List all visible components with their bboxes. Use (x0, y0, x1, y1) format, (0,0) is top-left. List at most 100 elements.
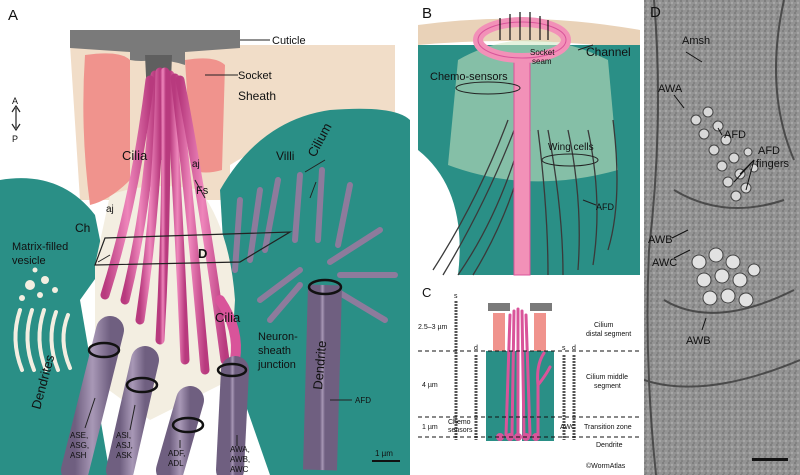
axis-arrow (11, 104, 21, 132)
cuticle (70, 30, 240, 65)
c-label-distal-line2: distal segment (586, 331, 631, 338)
leader-lines (84, 39, 352, 448)
c-label-dim3: 1 µm (422, 424, 438, 431)
c-cilia (504, 307, 552, 437)
b-label-chemo: Chemo-sensors (430, 71, 508, 83)
c-doublets-right (562, 355, 576, 440)
label-junction-line2: sheath (258, 345, 291, 357)
b-arrows (499, 12, 549, 40)
c-socket-right (534, 313, 546, 351)
junction-rings (87, 278, 343, 434)
label-junction-line1: Neuron- (258, 331, 298, 343)
label-g4c: AWC (230, 465, 249, 474)
panel-a-letter: A (8, 7, 18, 24)
b-cuticle (418, 18, 640, 50)
c-label-dim1: 2.5–3 µm (418, 324, 447, 331)
label-dendrite: Dendrite (310, 340, 329, 390)
villi (232, 167, 398, 323)
c-label-dim2: 4 µm (422, 382, 438, 389)
c-label-d2: d (572, 345, 576, 352)
label-cuticle: Cuticle (272, 35, 306, 47)
panel-b: B Socket seam Channel Chemo-sensors Wing… (418, 0, 640, 280)
panel-a-illustration: A Cuticle Socket Sheath Cilia aj aj Fs V… (0, 7, 410, 475)
d-label-awb-lower: AWB (686, 335, 711, 347)
panel-a: A Cuticle Socket Sheath Cilia aj aj Fs V… (0, 7, 410, 475)
b-label-channel: Channel (586, 45, 631, 59)
lamellae (13, 308, 72, 372)
em-membranes (644, 0, 800, 475)
em-cilia-lower (691, 247, 761, 308)
d-leader-lines (671, 51, 755, 331)
vesicles (19, 267, 58, 301)
dendrite-afd (303, 284, 342, 471)
label-g2b: ASJ, (116, 441, 133, 450)
axis-label-p: P (12, 134, 18, 144)
panel-c: C s d s d 2.5–3 µm 4 µm 1 µm Cilium dist… (418, 285, 640, 475)
label-afd: AFD (355, 396, 371, 405)
cilia-lower (215, 295, 241, 365)
scale-label: 1 µm (375, 449, 393, 458)
c-boundaries (418, 350, 640, 438)
axis-label-a: A (12, 96, 18, 106)
panel-b-illustration: B Socket seam Channel Chemo-sensors Wing… (418, 0, 640, 280)
c-label-credit: ©WormAtlas (586, 462, 626, 470)
label-fs: Fs (196, 185, 209, 197)
c-label-chemo-line2: sensors (448, 427, 473, 434)
panel-c-illustration: C s d s d 2.5–3 µm 4 µm 1 µm Cilium dist… (418, 285, 640, 475)
d-label-awb-upper: AWB (648, 234, 673, 246)
label-g1c: ASH (70, 451, 87, 460)
cilia-bundle (100, 67, 230, 375)
label-g1a: ASE, (70, 431, 88, 440)
label-matrix-line1: Matrix-filled (12, 241, 68, 253)
b-wing-ring (541, 153, 599, 167)
em-background (644, 0, 800, 475)
label-g4a: AWA, (230, 445, 250, 454)
panel-d-letter: D (650, 4, 661, 21)
em-cilia-upper (690, 106, 759, 202)
d-label-fingers-line2: fingers (756, 158, 790, 170)
panel-d-micrograph: D Amsh AWA AFD AFD fingers AWB AWC AWB (644, 0, 800, 475)
d-label-fingers-line1: AFD (758, 145, 780, 157)
label-matrix-line2: vesicle (12, 255, 46, 267)
d-label-awc: AWC (652, 257, 677, 269)
label-aj-left: aj (106, 204, 114, 215)
c-label-s2: s (562, 345, 566, 352)
d-label-awa: AWA (658, 83, 683, 95)
label-g1b: ASG, (70, 441, 89, 450)
b-label-afd: AFD (596, 202, 615, 212)
label-villi: Villi (276, 149, 294, 163)
c-label-middle-line1: Cilium middle (586, 374, 628, 381)
c-cuticle-left (488, 303, 510, 311)
label-ch: Ch (75, 221, 90, 235)
label-sheath: Sheath (238, 89, 276, 103)
label-d: D (198, 246, 207, 261)
b-label-seam-line2: seam (532, 57, 552, 66)
socket-left (83, 53, 130, 206)
em-scale-bar (752, 458, 788, 461)
label-g3b: ADL (168, 459, 184, 468)
c-cuticle-right (530, 303, 552, 311)
label-g4b: AWB, (230, 455, 250, 464)
c-label-awc: AWC (560, 424, 576, 431)
label-aj-right: aj (192, 159, 200, 170)
label-g3a: ADF, (168, 449, 185, 458)
label-junction-line3: junction (257, 359, 296, 371)
c-label-distal-line1: Cilium (594, 322, 614, 329)
b-chemo-ring (455, 81, 521, 95)
c-label-s1: s (454, 293, 458, 300)
panel-d: D Amsh AWA AFD AFD fingers AWB AWC AWB (644, 0, 800, 475)
c-label-chemo-line1: Chemo (448, 419, 471, 426)
c-label-middle-line2: segment (594, 383, 621, 390)
label-g2c: ASK (116, 451, 133, 460)
c-label-dendrite: Dendrite (596, 442, 623, 449)
label-socket: Socket (238, 70, 272, 82)
b-channel-cone (448, 40, 618, 182)
d-label-afd: AFD (724, 129, 746, 141)
section-plane (94, 231, 293, 266)
label-cilia-lower: Cilia (215, 310, 241, 325)
c-label-d1: d (474, 345, 478, 352)
b-cilium-stalk (513, 59, 531, 276)
label-g2a: ASI, (116, 431, 131, 440)
d-label-amsh: Amsh (682, 35, 710, 47)
label-cilia: Cilia (122, 148, 148, 163)
